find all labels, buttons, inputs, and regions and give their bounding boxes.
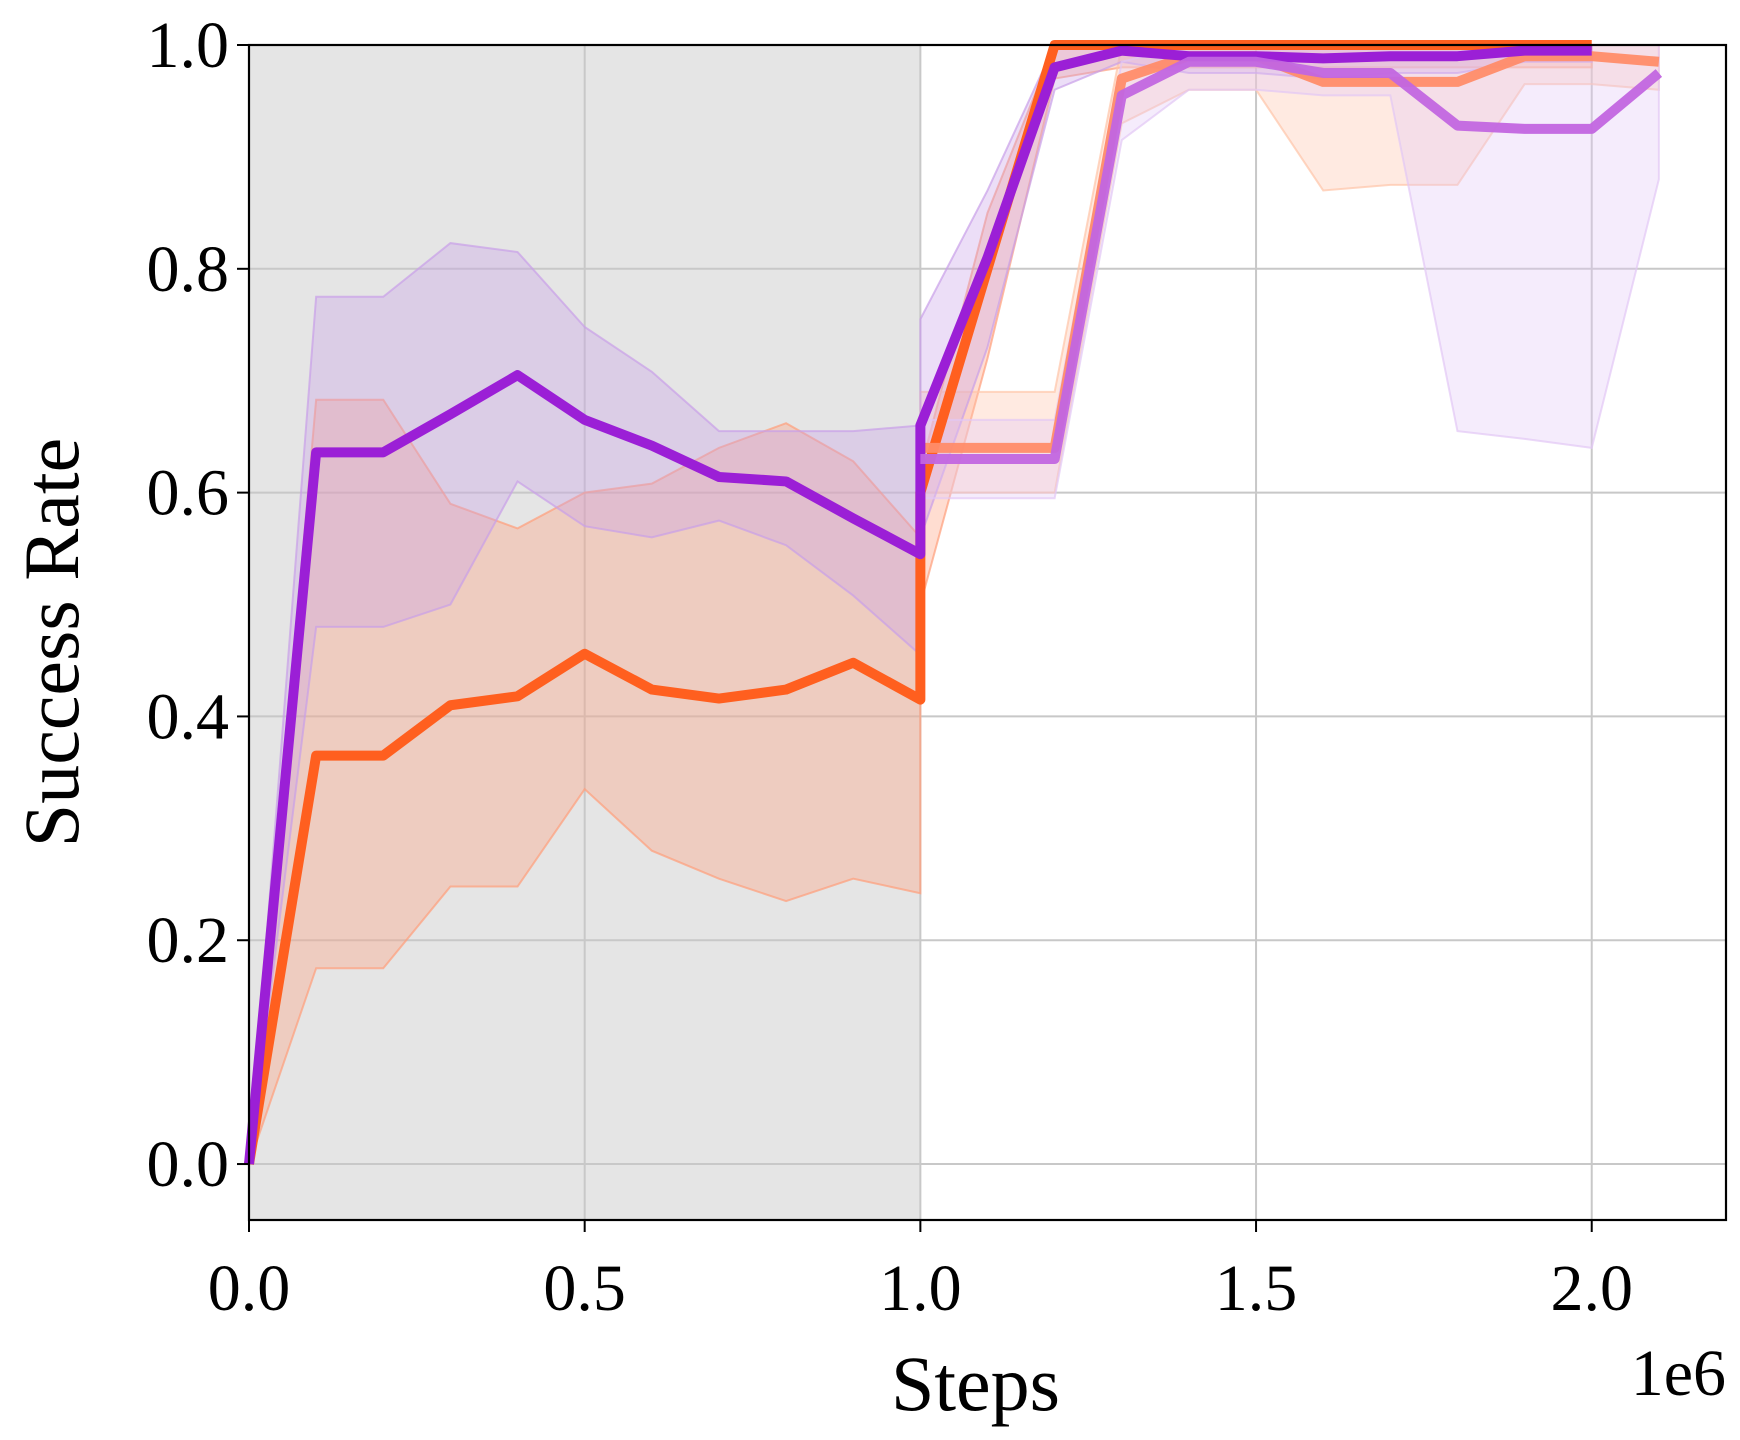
y-tick-label: 0.2 (147, 904, 230, 977)
y-tick-label: 0.6 (147, 457, 230, 530)
x-tick-label: 1.0 (879, 1252, 962, 1325)
y-tick-label: 1.0 (147, 9, 230, 82)
x-axis-offset-label: 1e6 (1631, 1337, 1726, 1410)
y-tick-label: 0.4 (147, 680, 230, 753)
y-tick-label: 0.0 (147, 1128, 230, 1201)
tick-label-layer: 0.0 0.5 1.0 1.5 2.0 0.0 0.2 0.4 0.6 0.8 1.0 (147, 9, 1633, 1325)
plot-frame (247, 43, 1728, 1222)
x-tick-label: 0.0 (208, 1252, 291, 1325)
y-tick-label: 0.8 (147, 233, 230, 306)
tick-layer (237, 44, 1593, 1232)
series-3-line (244, 45, 1592, 1165)
series-4-line (920, 56, 1663, 465)
x-axis-title: Steps (891, 1340, 1060, 1427)
x-tick-label: 1.5 (1215, 1252, 1298, 1325)
y-axis-title: Success Rate (8, 438, 95, 847)
x-tick-label: 2.0 (1550, 1252, 1633, 1325)
x-tick-label: 0.5 (543, 1252, 626, 1325)
